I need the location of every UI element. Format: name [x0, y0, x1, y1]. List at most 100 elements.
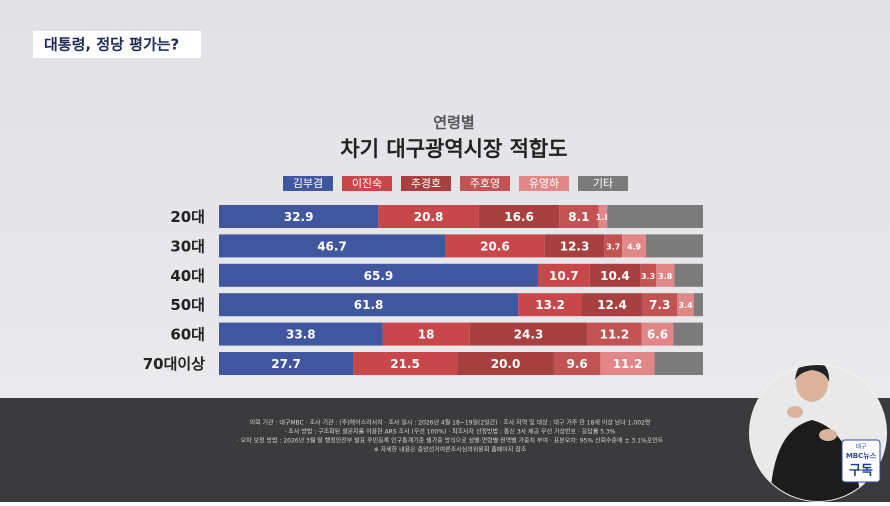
legend-swatch: [342, 176, 392, 191]
legend-swatch: [283, 176, 333, 191]
value-label: 10.7: [549, 269, 579, 283]
bar-segment: [378, 205, 479, 228]
bar-segment: [598, 205, 608, 228]
value-label: 8.1: [568, 210, 589, 224]
bar-segment: [544, 234, 605, 258]
value-label: 33.8: [286, 328, 316, 342]
legend-swatch: [519, 176, 569, 191]
value-label: 12.4: [597, 298, 627, 312]
value-label: 16.6: [504, 210, 534, 224]
value-label: 3.3: [641, 272, 655, 281]
bar-segment: [469, 322, 588, 346]
legend-swatch: [460, 176, 510, 191]
value-label: 6.6: [647, 328, 668, 342]
bar-segment: [622, 234, 646, 258]
bar-segment: [587, 322, 642, 346]
value-label: 20.6: [480, 239, 510, 253]
legend-label: 주호영: [470, 177, 500, 190]
value-label: 21.5: [390, 357, 420, 371]
legend-label: 추경호: [411, 177, 441, 190]
chart-subtitle: 연령별: [433, 114, 474, 132]
value-label: 13.2: [535, 298, 565, 312]
signer-face: [796, 365, 828, 402]
header-title: 대통령, 정당 평가는?: [44, 36, 179, 54]
value-label: 20.0: [491, 357, 521, 371]
y-tick-label: 60대: [170, 326, 205, 344]
footer-note: · 조사 방법 : 구조화된 설문지를 이용한 ARS 조사 (무선 100%)…: [284, 428, 615, 436]
bar-segment: [445, 234, 545, 258]
value-label: 24.3: [514, 328, 544, 342]
bar-segment: [656, 263, 675, 287]
value-label: 27.7: [271, 357, 301, 371]
bar-segment: [553, 352, 601, 375]
bar-segment: [674, 263, 703, 287]
badge-text: MBC뉴스: [846, 452, 877, 460]
bar-segment: [219, 205, 379, 228]
signer: 대구 MBC뉴스 구독: [749, 364, 887, 502]
bar-segment: [654, 352, 703, 375]
header-box: [33, 31, 201, 58]
y-tick-label: 70대이상: [143, 355, 205, 373]
bar-segment: [219, 263, 538, 287]
bar-segment: [642, 293, 678, 317]
bar-segment: [219, 352, 354, 375]
chart-title: 차기 대구광역시장 적합도: [340, 137, 567, 161]
value-label: 3.8: [658, 272, 673, 281]
bar-segment: [559, 205, 599, 228]
footer-note: 의뢰 기관 : 대구MBC · 조사 기관 : (주)에이스리서치 · 조사 일…: [250, 419, 651, 427]
bar-segment: [582, 293, 643, 317]
bar-segment: [677, 293, 694, 317]
bar-segment: [457, 352, 554, 375]
value-label: 32.9: [284, 210, 314, 224]
signer-hand: [819, 429, 837, 441]
value-label: 9.6: [567, 357, 588, 371]
legend-label: 기타: [593, 177, 613, 190]
legend-swatch: [578, 176, 628, 191]
bar-segment: [604, 234, 623, 258]
legend-label: 유영하: [529, 176, 559, 190]
bar-segment: [219, 234, 446, 258]
y-tick-label: 20대: [170, 208, 205, 226]
value-label: 12.3: [560, 239, 590, 253]
bar-segment: [673, 322, 703, 346]
badge-text: 구독: [849, 464, 873, 479]
value-label: 46.7: [317, 239, 347, 253]
value-label: 65.9: [364, 269, 394, 283]
bar-segment: [518, 293, 582, 317]
value-label: 11.2: [613, 357, 643, 371]
bar-segment: [607, 205, 703, 228]
value-label: 61.8: [354, 298, 384, 312]
signer-hand: [787, 406, 803, 418]
legend-label: 이진숙: [352, 177, 382, 190]
bar-segment: [640, 263, 657, 287]
value-label: 10.4: [600, 269, 630, 283]
bar-segment: [589, 263, 641, 287]
value-label: 4.9: [627, 242, 642, 251]
footer-note: · 오차 보정 방법 : 2026년 3월 말 행정안전부 발표 주민등록 인구…: [237, 437, 664, 445]
value-label: 3.4: [678, 301, 693, 310]
y-tick-label: 50대: [170, 296, 205, 314]
bar-segment: [645, 234, 703, 258]
bar-segment: [353, 352, 458, 375]
footer-band: [0, 398, 890, 502]
value-label: 7.3: [649, 298, 670, 312]
value-label: 18: [418, 328, 435, 342]
badge-text: 대구: [855, 443, 867, 451]
bar-segment: [219, 293, 519, 317]
value-label: 20.8: [414, 210, 444, 224]
footer-note: ※ 자세한 내용은 중앙선거여론조사심의위원회 홈페이지 참조: [374, 446, 527, 454]
y-tick-label: 30대: [170, 237, 205, 255]
bar-segment: [641, 322, 674, 346]
value-label: 1.8: [596, 213, 611, 222]
footer: 의뢰 기관 : 대구MBC · 조사 기관 : (주)에이스리서치 · 조사 일…: [237, 419, 664, 454]
y-tick-label: 40대: [170, 267, 205, 285]
legend-swatch: [401, 176, 451, 191]
bar-segment: [219, 322, 383, 346]
bar-segment: [537, 263, 590, 287]
bar-segment: [478, 205, 560, 228]
signer-body: [770, 420, 862, 501]
bar-segment: [693, 293, 703, 317]
bar-segment: [600, 352, 655, 375]
legend-label: 김부겸: [293, 177, 323, 190]
